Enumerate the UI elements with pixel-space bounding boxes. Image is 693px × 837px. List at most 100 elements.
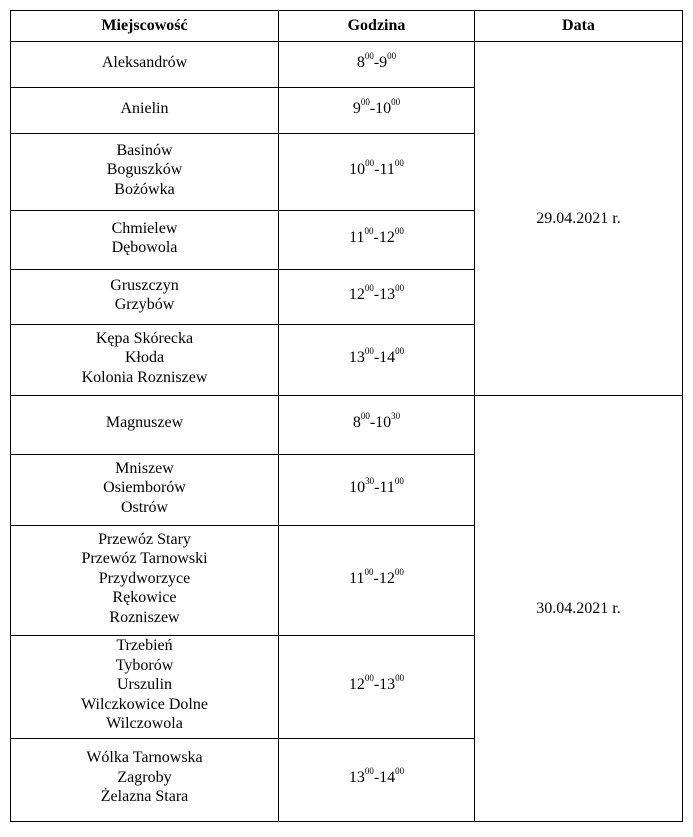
time-start-minute: 00 <box>364 283 374 294</box>
date-cell: 29.04.2021 r. <box>474 41 683 396</box>
time-end-minute: 00 <box>395 673 405 683</box>
place-name: Bożówka <box>114 180 175 198</box>
time-end-minute: 00 <box>395 765 405 776</box>
time-end-minute: 00 <box>394 158 404 169</box>
time-start-hour: 11 <box>349 569 365 587</box>
place-name: Ostrów <box>120 498 169 516</box>
place-name: Gruszczyn <box>110 276 179 294</box>
date-cell: 30.04.2021 r. <box>474 395 683 822</box>
time-start-minute: 30 <box>365 476 375 487</box>
place-name: Zagroby <box>117 768 172 786</box>
table-row: Chmielew Dębowola 1100-1200 <box>10 210 683 270</box>
time-start-hour: 8 <box>352 414 361 432</box>
time-end-minute: 30 <box>391 411 401 422</box>
table-row: Mniszew Osiemborów Ostrów 1030-1100 <box>10 454 683 526</box>
place-name: Boguszków <box>106 161 183 179</box>
time-end-hour: 9 <box>379 53 388 71</box>
place-name: Mniszew <box>115 459 174 477</box>
time-start-hour: 9 <box>352 99 361 117</box>
time-end-hour: 12 <box>378 569 395 587</box>
time-start-minute: 00 <box>364 566 374 577</box>
time-cell: 1000-1100 <box>278 133 475 211</box>
place-name: Wólka Tarnowska <box>86 749 203 767</box>
table-row: Anielin 900-1000 <box>10 87 683 134</box>
place-cell: Przewóz Stary Przewóz Tarnowski Przydworzy… <box>10 525 279 636</box>
time-end-hour: 11 <box>379 479 395 497</box>
place-name: Aleksandrów <box>101 53 188 71</box>
place-name: Tyborów <box>115 656 174 674</box>
place-name: Rękowice <box>112 589 177 607</box>
time-cell: 1300-1400 <box>278 324 475 396</box>
place-cell: Gruszczyn Grzybów <box>10 269 279 325</box>
time-end-minute: 00 <box>394 226 404 237</box>
time-start-minute: 00 <box>360 96 370 107</box>
table-row: Basinów Boguszków Bożówka 1000-1100 <box>10 133 683 211</box>
time-end-hour: 13 <box>379 676 396 693</box>
time-end-minute: 00 <box>394 566 404 577</box>
place-name: Magnuszew <box>105 414 184 432</box>
time-end-hour: 10 <box>375 99 392 117</box>
table-row: Aleksandrów 800-900 29.04.2021 r. <box>10 41 683 396</box>
place-name: Basinów <box>116 141 173 159</box>
time-cell: 800-900 <box>278 41 475 88</box>
place-name: Wilczkowice Dolne <box>81 695 208 713</box>
place-cell: Magnuszew <box>10 395 279 455</box>
place-name: Trzebień <box>116 637 173 654</box>
schedule-table: Miejscowość Godzina Data Aleksandrów 800-… <box>10 10 683 822</box>
time-end-minute: 00 <box>395 346 405 357</box>
table-row: Wólka Tarnowska Zagroby Żelazna Stara 1300-… <box>10 737 683 822</box>
time-start-hour: 10 <box>349 161 366 179</box>
place-name: Kolonia Rozniszew <box>81 368 208 386</box>
header-time: Godzina <box>278 10 475 42</box>
time-cell: 1300-1400 <box>278 737 475 822</box>
time-start-minute: 00 <box>365 158 375 169</box>
place-name: Kępa Skórecka <box>95 329 194 347</box>
header-row: Miejscowość Godzina Data <box>10 10 683 42</box>
place-name: Anielin <box>120 99 169 117</box>
time-start-hour: 12 <box>348 676 365 693</box>
header-place: Miejscowość <box>10 10 279 42</box>
place-name: Grzybów <box>114 296 175 313</box>
table-row: Magnuszew 800-1030 30.04.2021 r. <box>10 395 683 822</box>
time-start-minute: 00 <box>360 411 370 422</box>
time-end-minute: 00 <box>391 96 401 107</box>
time-start-minute: 00 <box>364 226 374 237</box>
place-name: Kłoda <box>124 349 165 367</box>
time-start-hour: 11 <box>349 229 365 247</box>
time-end-minute: 00 <box>387 50 397 61</box>
place-cell: Anielin <box>10 87 279 134</box>
header-date: Data <box>474 10 683 42</box>
time-start-minute: 00 <box>364 765 374 776</box>
table-row: Gruszczyn Grzybów 1200-1300 <box>10 269 683 325</box>
time-cell: 1200-1300 <box>278 269 475 325</box>
table-row: Przewóz Stary Przewóz Tarnowski Przydworzy… <box>10 525 683 636</box>
time-end-hour: 14 <box>379 349 396 367</box>
place-name: Osiemborów <box>103 479 186 497</box>
time-start-minute: 00 <box>364 346 374 357</box>
place-cell: Trzebień Tyborów Urszulin Wilczkowice Dolne… <box>10 635 279 739</box>
place-name: Chmielew <box>111 219 178 237</box>
time-cell: 1100-1200 <box>278 525 475 636</box>
time-end-hour: 13 <box>379 286 396 304</box>
place-cell: Kępa Skórecka Kłoda Kolonia Rozniszew <box>10 324 279 396</box>
table-row: Trzebień Tyborów Urszulin Wilczkowice Dolne… <box>10 635 683 739</box>
place-cell: Basinów Boguszków Bożówka <box>10 133 279 211</box>
time-cell: 1100-1200 <box>278 210 475 270</box>
time-end-hour: 10 <box>375 414 392 432</box>
time-end-hour: 14 <box>379 768 396 786</box>
time-start-hour: 12 <box>348 286 365 304</box>
time-start-hour: 8 <box>356 53 365 71</box>
time-start-hour: 10 <box>349 479 366 497</box>
place-name: Dębowola <box>111 239 178 256</box>
place-name: Rozniszew <box>109 608 180 626</box>
time-end-minute: 00 <box>394 476 404 487</box>
place-name: Przewóz Tarnowski <box>81 550 208 568</box>
place-cell: Chmielew Dębowola <box>10 210 279 270</box>
place-cell: Mniszew Osiemborów Ostrów <box>10 454 279 526</box>
time-cell: 900-1000 <box>278 87 475 134</box>
place-name: Przydworzyce <box>98 569 191 587</box>
time-cell: 800-1030 <box>278 395 475 455</box>
place-name: Urszulin <box>116 676 173 693</box>
place-cell: Aleksandrów <box>10 41 279 88</box>
place-name: Przewóz Stary <box>98 530 191 548</box>
